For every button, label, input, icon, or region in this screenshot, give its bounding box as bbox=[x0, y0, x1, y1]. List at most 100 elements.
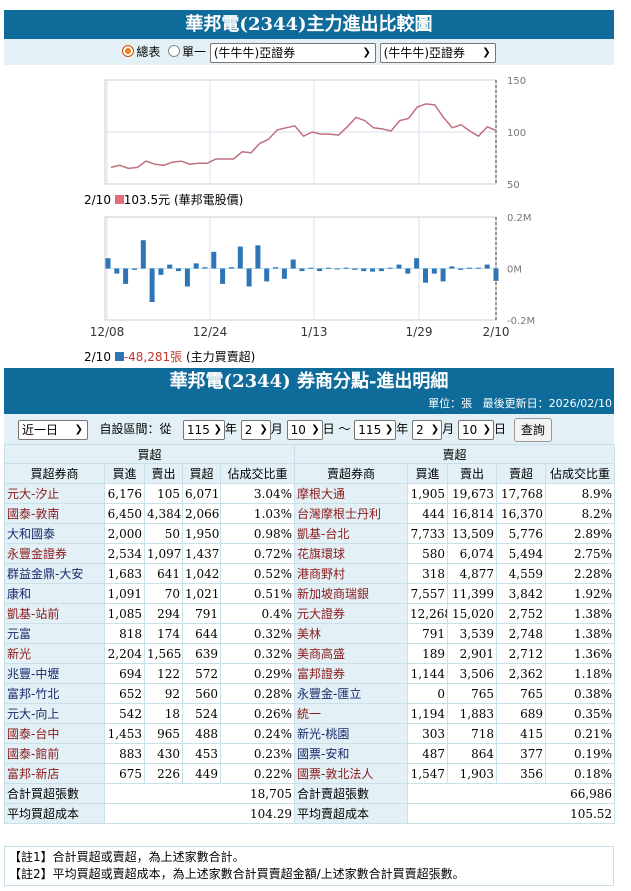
period-select[interactable]: 近一日 ❯ bbox=[18, 419, 88, 440]
to-year-select[interactable]: 115 ❯ bbox=[354, 419, 397, 440]
sell-broker-link[interactable]: 富邦證券 bbox=[294, 663, 409, 684]
from-year-select[interactable]: 115 ❯ bbox=[182, 419, 225, 440]
buy-sell-cell: 122 bbox=[144, 663, 183, 684]
sell-net-cell: 17,768 bbox=[496, 483, 547, 504]
buy-col-header: 賣出 bbox=[144, 463, 183, 484]
table-row: 元富 818 174 644 0.32% 美林 791 3,539 2,748 1.38% bbox=[4, 623, 616, 644]
sell-broker-link[interactable]: 美商高盛 bbox=[294, 643, 409, 664]
to-day-select[interactable]: 10 ❯ bbox=[457, 419, 494, 440]
price-legend-label: (華邦電股價) bbox=[173, 193, 244, 207]
broker-select-2-value: (牛牛牛)亞證券 bbox=[383, 45, 466, 60]
buy-col-header: 買進 bbox=[104, 463, 145, 484]
buy-broker-link[interactable]: 國泰-館前 bbox=[4, 743, 105, 764]
sell-col-header: 賣超券商 bbox=[294, 463, 409, 484]
buy-pct-cell: 0.32% bbox=[219, 643, 296, 664]
buy-broker-link[interactable]: 國泰-台中 bbox=[4, 723, 105, 744]
buy-broker-link[interactable]: 大和國泰 bbox=[4, 523, 105, 544]
table-row: 富邦-竹北 652 92 560 0.28% 永豐金-匯立 0 765 765 0.38% bbox=[4, 683, 616, 704]
table-row: 大和國泰 2,000 50 1,950 0.98% 凱基-台北 7,733 13,509 5,7… bbox=[4, 523, 616, 544]
sell-net-cell: 356 bbox=[496, 763, 547, 784]
sell-broker-link[interactable]: 花旗環球 bbox=[294, 543, 409, 564]
sell-pct-cell: 1.36% bbox=[545, 643, 616, 664]
svg-text:1/29: 1/29 bbox=[406, 325, 433, 339]
query-button[interactable]: 查詢 bbox=[513, 417, 552, 442]
sell-broker-link[interactable]: 國票-敦北法人 bbox=[294, 763, 409, 784]
buy-broker-link[interactable]: 富邦-竹北 bbox=[4, 683, 105, 704]
buy-broker-link[interactable]: 元大-向上 bbox=[4, 703, 105, 724]
sell-buy-cell: 12,268 bbox=[407, 603, 449, 624]
buy-net-cell: 453 bbox=[182, 743, 221, 764]
to-month-select[interactable]: 2 ❯ bbox=[412, 419, 443, 440]
sell-net-cell: 689 bbox=[496, 703, 547, 724]
sell-buy-cell: 791 bbox=[407, 623, 449, 644]
sell-sell-cell: 16,814 bbox=[447, 503, 498, 524]
buy-broker-link[interactable]: 康和 bbox=[4, 583, 105, 604]
buy-pct-cell: 0.52% bbox=[219, 563, 296, 584]
buy-broker-link[interactable]: 兆豐-中壢 bbox=[4, 663, 105, 684]
from-month-select[interactable]: 2 ❯ bbox=[240, 419, 271, 440]
sell-pct-cell: 1.38% bbox=[545, 623, 616, 644]
custom-range-label: 自設區間：從 bbox=[99, 422, 172, 436]
buy-broker-link[interactable]: 群益金鼎-大安 bbox=[4, 563, 105, 584]
buy-sell-cell: 226 bbox=[144, 763, 183, 784]
svg-text:12/08: 12/08 bbox=[90, 325, 125, 339]
sell-sell-cell: 13,509 bbox=[447, 523, 498, 544]
buy-net-cell: 1,437 bbox=[182, 543, 221, 564]
buy-buy-cell: 1,683 bbox=[104, 563, 145, 584]
sell-pct-cell: 0.18% bbox=[545, 763, 616, 784]
sell-broker-link[interactable]: 永豐金-匯立 bbox=[294, 683, 409, 704]
sell-net-cell: 16,370 bbox=[496, 503, 547, 524]
sell-broker-link[interactable]: 統一 bbox=[294, 703, 409, 724]
sell-buy-cell: 1,905 bbox=[407, 483, 449, 504]
sell-broker-link[interactable]: 元大證券 bbox=[294, 603, 409, 624]
svg-text:12/24: 12/24 bbox=[193, 325, 228, 339]
table-row: 群益金鼎-大安 1,683 641 1,042 0.52% 港商野村 318 4,877 4,5… bbox=[4, 563, 616, 584]
sell-pct-cell: 1.92% bbox=[545, 583, 616, 604]
buy-net-cell: 572 bbox=[182, 663, 221, 684]
sell-net-cell: 4,559 bbox=[496, 563, 547, 584]
buy-net-cell: 449 bbox=[182, 763, 221, 784]
chevron-down-icon: ❯ bbox=[384, 423, 394, 435]
buy-broker-link[interactable]: 富邦-新店 bbox=[4, 763, 105, 784]
sell-broker-link[interactable]: 新加坡商瑞銀 bbox=[294, 583, 409, 604]
bar-legend-value: -48,281張 bbox=[123, 350, 183, 364]
sell-net-cell: 5,776 bbox=[496, 523, 547, 544]
sell-broker-link[interactable]: 港商野村 bbox=[294, 563, 409, 584]
buy-col-header: 買超 bbox=[182, 463, 221, 484]
chevron-down-icon: ❯ bbox=[213, 423, 222, 435]
broker-select-2[interactable]: (牛牛牛)亞證券 ❯ bbox=[379, 42, 496, 63]
radio-total[interactable] bbox=[122, 45, 135, 57]
table-row: 國泰-館前 883 430 453 0.23% 國票-安和 487 864 377 0.19% bbox=[4, 743, 616, 764]
buy-net-cell: 1,042 bbox=[182, 563, 221, 584]
avg-sell-value: 105.52 bbox=[407, 803, 616, 824]
buy-broker-link[interactable]: 新光 bbox=[4, 643, 105, 664]
day-unit: 日 bbox=[322, 422, 335, 436]
radio-single[interactable] bbox=[167, 45, 180, 57]
table-row: 新光 2,204 1,565 639 0.32% 美商高盛 189 2,901 2,712 1.3… bbox=[4, 643, 616, 664]
buy-broker-link[interactable]: 元富 bbox=[4, 623, 105, 644]
buy-buy-cell: 675 bbox=[104, 763, 145, 784]
sell-broker-link[interactable]: 美林 bbox=[294, 623, 409, 644]
buy-buy-cell: 652 bbox=[104, 683, 145, 704]
sell-sell-cell: 1,883 bbox=[447, 703, 498, 724]
broker-select-1[interactable]: (牛牛牛)亞證券 ❯ bbox=[209, 42, 376, 63]
sell-pct-cell: 2.75% bbox=[545, 543, 616, 564]
buy-net-cell: 488 bbox=[182, 723, 221, 744]
chevron-down-icon: ❯ bbox=[259, 423, 268, 435]
buy-broker-link[interactable]: 永豐金證券 bbox=[4, 543, 105, 564]
sell-broker-link[interactable]: 台灣摩根士丹利 bbox=[294, 503, 409, 524]
avg-buy-value: 104.29 bbox=[103, 803, 296, 824]
sell-broker-link[interactable]: 摩根大通 bbox=[294, 483, 409, 504]
total-sell-value: 66,986 bbox=[407, 783, 616, 804]
sell-broker-link[interactable]: 凱基-台北 bbox=[294, 523, 409, 544]
from-day-select[interactable]: 10 ❯ bbox=[286, 419, 323, 440]
sell-sell-cell: 11,399 bbox=[447, 583, 498, 604]
sell-broker-link[interactable]: 國票-安和 bbox=[294, 743, 409, 764]
sell-broker-link[interactable]: 新光-桃園 bbox=[294, 723, 409, 744]
net-buy-bar-chart: 0.2M 0M -0.2M 12/08 12/24 1/13 1/29 2/10 bbox=[90, 213, 535, 339]
buy-broker-link[interactable]: 國泰-敦南 bbox=[4, 503, 105, 524]
buy-pct-cell: 0.98% bbox=[219, 523, 296, 544]
buy-broker-link[interactable]: 凱基-站前 bbox=[4, 603, 105, 624]
buy-sell-cell: 174 bbox=[144, 623, 183, 644]
buy-broker-link[interactable]: 元大-汐止 bbox=[4, 483, 105, 504]
